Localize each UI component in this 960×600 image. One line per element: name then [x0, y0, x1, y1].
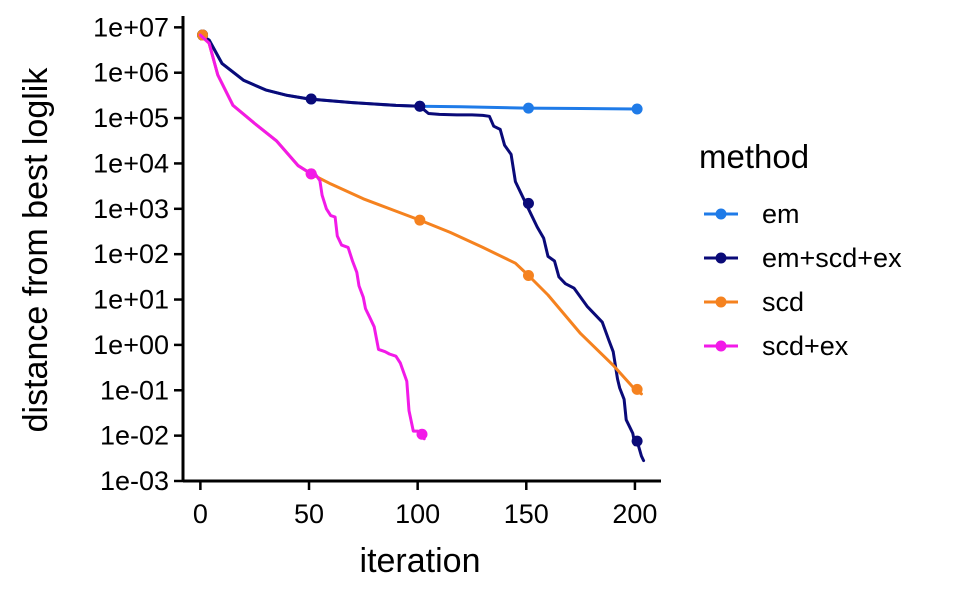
series-scd	[197, 29, 643, 396]
series-scd-ex	[198, 33, 428, 441]
legend-key-point	[715, 296, 727, 308]
series-line-em-scd-ex	[198, 33, 646, 463]
legend-item-scd: scd	[704, 287, 804, 317]
legend-key-point	[715, 252, 727, 264]
y-tick-label: 1e-01	[100, 375, 169, 405]
data-point-em-scd-ex	[305, 93, 317, 105]
data-point-scd	[522, 269, 534, 281]
data-point-scd	[631, 383, 643, 395]
x-tick-label: 200	[612, 499, 657, 529]
legend-label: em	[762, 199, 800, 229]
data-point-em-scd-ex	[522, 197, 534, 209]
series-line-scd-ex	[198, 33, 426, 441]
data-point-scd-ex	[416, 428, 428, 440]
data-point-em-scd-ex	[631, 435, 643, 447]
legend-item-em: em	[704, 199, 800, 229]
y-tick-label: 1e+07	[93, 12, 169, 42]
series-layer	[197, 29, 646, 463]
legend-item-em-scd-ex: em+scd+ex	[704, 243, 902, 273]
legend-label: scd+ex	[762, 331, 849, 361]
legend-items: em em+scd+ex scd scd+ex	[704, 199, 902, 361]
y-tick-label: 1e-02	[100, 421, 169, 451]
x-tick-label: 150	[504, 499, 549, 529]
legend-key-point	[715, 208, 727, 220]
y-tick-label: 1e+03	[93, 194, 169, 224]
y-tick-label: 1e+02	[93, 239, 169, 269]
data-point-em-scd-ex	[414, 100, 426, 112]
data-point-scd	[414, 214, 426, 226]
legend-item-scd-ex: scd+ex	[704, 331, 849, 361]
x-axis-title: iteration	[360, 542, 481, 580]
series-line-em	[198, 33, 639, 111]
x-tick-label: 50	[294, 499, 324, 529]
y-tick-label: 1e+04	[93, 148, 169, 178]
y-tick-label: 1e-03	[100, 466, 169, 496]
legend-title: method	[699, 138, 809, 175]
legend-label: scd	[762, 287, 804, 317]
ticks: 0 50 100 150 200 1e+07 1e+06 1e+05 1e+04 1e+03 1e+…	[93, 12, 657, 529]
series-em-scd-ex	[197, 29, 646, 463]
axes	[181, 16, 661, 483]
y-tick-label: 1e+06	[93, 58, 169, 88]
data-point-em	[631, 103, 643, 115]
y-tick-label: 1e+00	[93, 330, 169, 360]
y-tick-label: 1e+05	[93, 103, 169, 133]
x-tick-label: 100	[395, 499, 440, 529]
y-tick-label: 1e+01	[93, 285, 169, 315]
y-axis-title: distance from best loglik	[17, 67, 55, 433]
legend: method em em+scd+ex scd scd+ex	[699, 138, 902, 361]
legend-label: em+scd+ex	[762, 243, 902, 273]
legend-key-point	[715, 340, 727, 352]
data-point-em	[522, 102, 534, 114]
data-point-scd-ex	[305, 168, 317, 180]
x-tick-label: 0	[193, 499, 208, 529]
